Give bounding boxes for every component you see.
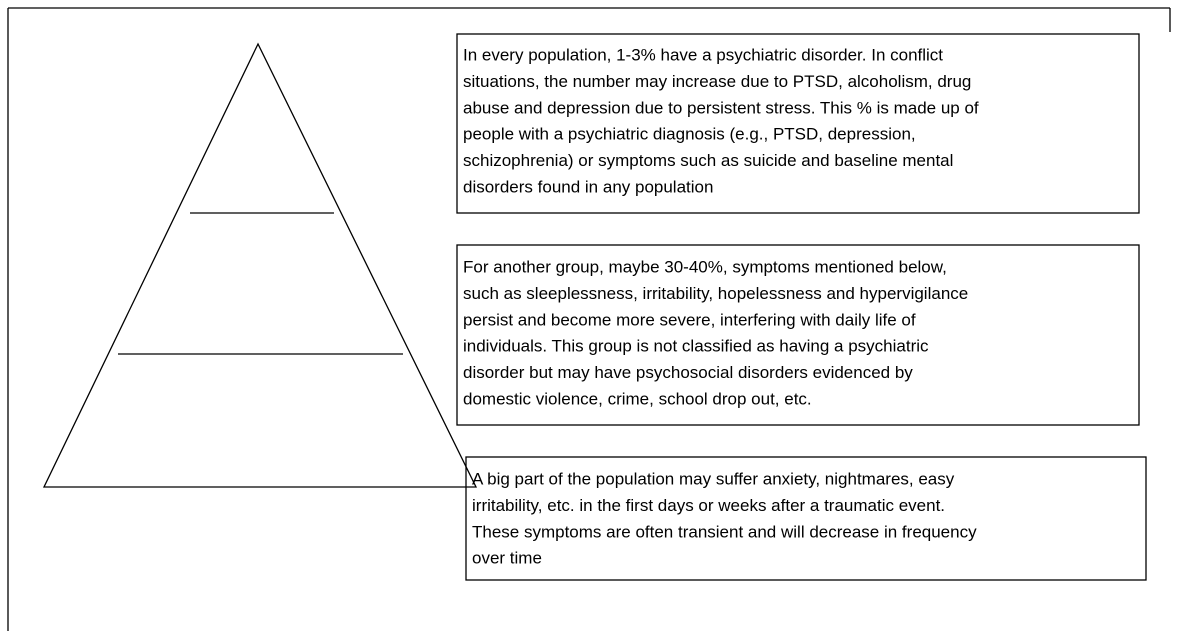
- box-text-line: In every population, 1-3% have a psychia…: [463, 45, 943, 64]
- text-box: [456, 244, 1140, 426]
- box-text-line: For another group, maybe 30-40%, symptom…: [463, 257, 947, 276]
- box-text-line: over time: [472, 549, 542, 568]
- box-text-line: individuals. This group is not classifie…: [463, 337, 929, 356]
- box-text-line: situations, the number may increase due …: [463, 72, 971, 91]
- box-text-line: disorder but may have psychosocial disor…: [463, 363, 913, 382]
- text-box: [465, 456, 1147, 581]
- box-text-line: schizophrenia) or symptoms such as suici…: [463, 151, 953, 170]
- box-text-line: disorders found in any population: [463, 177, 713, 196]
- box-text-line: domestic violence, crime, school drop ou…: [463, 389, 812, 408]
- box-text-line: irritability, etc. in the first days or …: [472, 496, 945, 515]
- pyramid: [42, 42, 478, 488]
- box-text-line: A big part of the population may suffer …: [472, 469, 955, 488]
- text-box: [456, 33, 1140, 214]
- box-text-line: such as sleeplessness, irritability, hop…: [463, 284, 968, 303]
- box-text-line: people with a psychiatric diagnosis (e.g…: [463, 125, 916, 144]
- box-text-line: persist and become more severe, interfer…: [463, 310, 916, 329]
- box-text-line: abuse and depression due to persistent s…: [463, 98, 979, 117]
- box-text-line: These symptoms are often transient and w…: [472, 522, 977, 541]
